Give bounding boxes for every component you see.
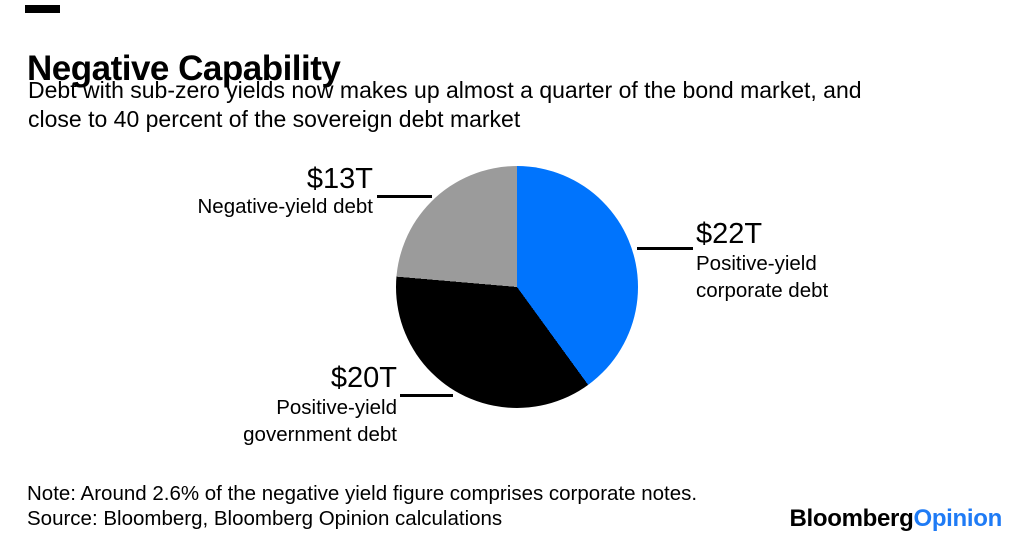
- government-debt-name-line-2: government debt: [243, 423, 397, 446]
- brand-tick-bar: [25, 5, 60, 13]
- negative-yield-name-label: Negative-yield debt: [197, 195, 374, 218]
- government-debt-value-label: $20T: [330, 362, 397, 394]
- leader-line-government-debt: [400, 394, 453, 397]
- chart-subtitle: Debt with sub-zero yields now makes up a…: [28, 76, 862, 134]
- subtitle-line-1: Debt with sub-zero yields now makes up a…: [28, 77, 862, 103]
- subtitle-line-2: close to 40 percent of the sovereign deb…: [28, 106, 521, 132]
- footnotes: Note: Around 2.6% of the negative yield …: [27, 481, 697, 531]
- corporate-debt-name-line-2: corporate debt: [696, 279, 829, 302]
- leader-line-negative-yield: [377, 195, 432, 198]
- logo-opinion: Opinion: [913, 505, 1002, 532]
- government-debt-name-line-1: Positive-yield: [276, 396, 397, 419]
- note-text: Note: Around 2.6% of the negative yield …: [27, 482, 698, 505]
- source-text: Source: Bloomberg, Bloomberg Opinion cal…: [27, 507, 503, 530]
- leader-line-corporate-debt: [637, 247, 693, 250]
- negative-yield-value-label: $13T: [306, 163, 373, 195]
- chart-title: Negative Capability: [27, 49, 341, 89]
- callout-corporate-debt: $22T Positive-yield corporate debt: [696, 219, 828, 304]
- pie-chart: [396, 166, 638, 408]
- callout-government-debt: $20T Positive-yield government debt: [243, 363, 397, 448]
- corporate-debt-value-label: $22T: [696, 218, 763, 250]
- bloomberg-opinion-logo: BloombergOpinion: [789, 505, 1002, 533]
- callout-negative-yield-debt: $13T Negative-yield debt: [197, 163, 374, 219]
- logo-bloomberg: Bloomberg: [789, 505, 914, 532]
- corporate-debt-name-line-1: Positive-yield: [696, 252, 817, 275]
